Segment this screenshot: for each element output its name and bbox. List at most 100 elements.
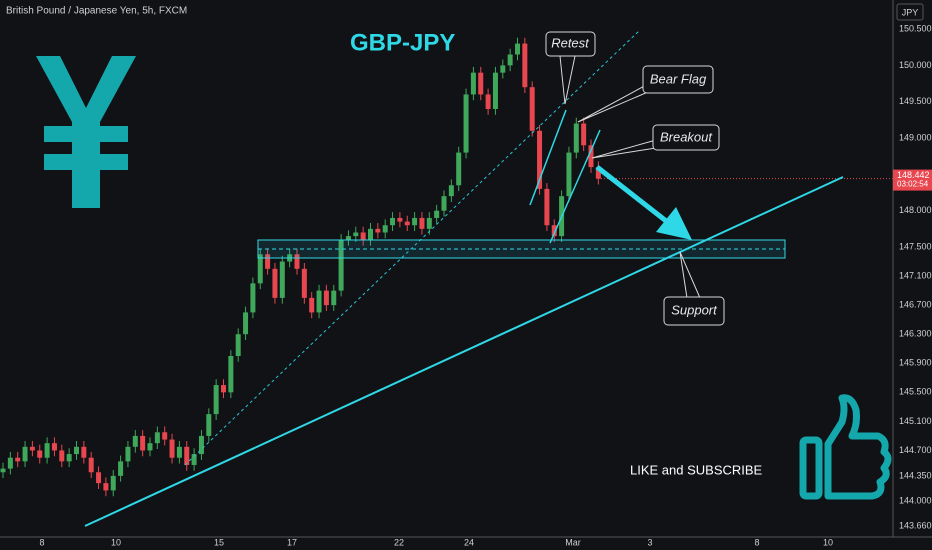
candle-body [132,435,138,447]
candle-body [213,385,219,415]
candle-body [191,454,197,465]
candle-body [507,54,513,66]
y-tick-label: 148.000 [899,205,932,215]
candle-body [544,188,550,226]
x-tick-label: Mar [565,537,581,547]
candle-body [419,217,425,229]
candle-body [331,290,337,306]
arrow-head [656,207,692,240]
chart-subtitle: British Pound / Japanese Yen, 5h, FXCM [6,6,187,17]
candle-body [103,483,109,491]
annotation: Retest [551,35,590,50]
candle-body [265,254,271,269]
last-price-box [893,169,932,191]
candle-body [66,454,72,462]
y-tick-label: 145.100 [899,416,932,426]
candle-body [51,443,57,451]
x-tick-label: 8 [754,537,759,547]
drawings: Retest Bear Flag Breakout Support [84,29,844,527]
candle-body [456,152,462,186]
x-tick-label: 10 [823,537,833,547]
candle-body [537,130,543,189]
candle-body [22,446,28,462]
candle-body [169,439,175,458]
candle-body [551,225,557,237]
candle-body [294,254,300,269]
candle-body [7,457,13,469]
candle-body [96,472,102,484]
candle-body [243,312,249,335]
yen-icon [36,56,136,208]
chart-title: GBP-JPY [350,29,455,56]
candle-body [375,228,381,233]
candle-body [323,290,329,306]
y-tick-label: 146.300 [899,329,932,339]
candle-body [29,446,35,451]
y-tick-label: 149.500 [899,96,932,106]
candle-body [0,468,6,473]
countdown: 03:02:54 [897,180,929,189]
candle-body [353,232,359,237]
arrow-shaft [595,165,672,226]
candle-body [316,290,322,313]
cta-text: LIKE and SUBSCRIBE [630,462,763,477]
thumb-icon [799,394,892,500]
candle-body [397,217,403,222]
x-tick-label: 17 [287,537,297,547]
candle-body [360,232,366,240]
candle-body [595,167,601,179]
candle-body [581,123,587,146]
y-tick-label: 144.700 [899,445,932,455]
y-tick-label: 144.350 [899,470,932,480]
candle-body [434,210,440,218]
x-tick-label: 22 [394,537,404,547]
candle-body [470,72,476,95]
annotation: Bear Flag [650,71,707,86]
callout-box [663,296,725,326]
x-tick-label: 10 [111,537,121,547]
candle-body [184,446,190,465]
candle-body [228,356,234,393]
candle-body [426,217,432,229]
annotation: Breakout [660,129,713,144]
candle-body [37,450,43,458]
candle-body [404,221,410,226]
callout-box [652,124,720,151]
candle-body [221,385,226,393]
y-tick-label: 147.100 [899,270,932,280]
y-tick-label: 149.000 [899,132,932,142]
candle-body [162,432,168,440]
candle-body [500,65,506,73]
candle-body [441,196,447,211]
candle-body [515,43,520,55]
candle-body [147,443,153,451]
candle-body [154,432,160,444]
candle-body [198,435,204,455]
candle-body [272,268,278,298]
candle-body [338,239,344,291]
x-tick-label: 15 [214,537,224,547]
candle-body [59,450,65,462]
candle-body [448,185,454,197]
candle-body [44,443,50,458]
callout-pointer [559,55,576,105]
candle-body [206,414,212,436]
price-axis [893,0,932,550]
candle-body [522,43,528,88]
y-tick-label: 150.500 [899,23,932,33]
callout-box [545,31,596,57]
y-tick-label: 150.000 [899,60,932,70]
y-tick-label: 144.000 [899,496,932,506]
candle-body [588,145,594,168]
y-tick-label: 147.500 [899,241,932,251]
candle-body [478,72,484,95]
candle-body [15,457,21,462]
trendline [84,176,844,527]
candle-body [118,461,124,476]
y-tick-label: 145.900 [899,358,932,368]
flag-line [549,129,601,244]
currency-box [896,3,924,21]
callout-box [642,65,714,94]
